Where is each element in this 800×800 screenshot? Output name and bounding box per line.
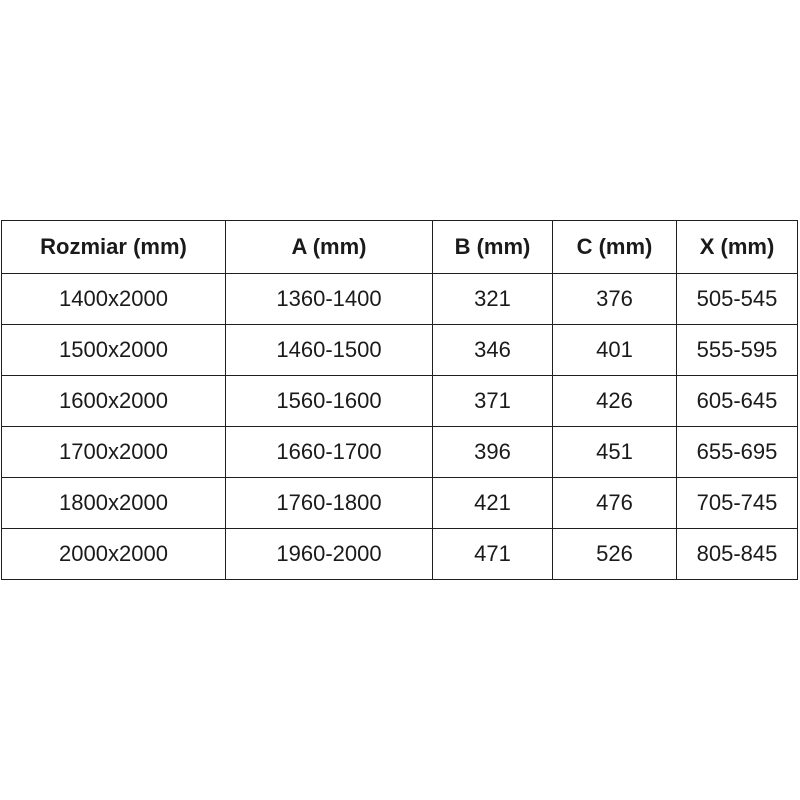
column-header-x: X (mm) [676, 220, 798, 274]
cell-b: 471 [432, 528, 553, 580]
cell-rozmiar: 2000x2000 [1, 528, 226, 580]
cell-a: 1960-2000 [225, 528, 433, 580]
cell-c: 426 [552, 375, 677, 427]
cell-x: 505-545 [676, 273, 798, 325]
column-header-rozmiar: Rozmiar (mm) [1, 220, 226, 274]
column-header-a: A (mm) [225, 220, 433, 274]
cell-x: 655-695 [676, 426, 798, 478]
cell-rozmiar: 1700x2000 [1, 426, 226, 478]
size-specification-table: Rozmiar (mm) A (mm) B (mm) C (mm) X (mm)… [1, 220, 798, 580]
header-row: Rozmiar (mm) A (mm) B (mm) C (mm) X (mm) [1, 220, 798, 274]
cell-c: 376 [552, 273, 677, 325]
cell-rozmiar: 1800x2000 [1, 477, 226, 529]
cell-a: 1460-1500 [225, 324, 433, 376]
table-row: 1500x2000 1460-1500 346 401 555-595 [1, 324, 798, 376]
cell-b: 346 [432, 324, 553, 376]
cell-c: 451 [552, 426, 677, 478]
table-row: 2000x2000 1960-2000 471 526 805-845 [1, 528, 798, 580]
cell-x: 705-745 [676, 477, 798, 529]
cell-c: 526 [552, 528, 677, 580]
cell-rozmiar: 1500x2000 [1, 324, 226, 376]
cell-b: 371 [432, 375, 553, 427]
cell-rozmiar: 1400x2000 [1, 273, 226, 325]
column-header-c: C (mm) [552, 220, 677, 274]
cell-a: 1360-1400 [225, 273, 433, 325]
cell-c: 401 [552, 324, 677, 376]
cell-c: 476 [552, 477, 677, 529]
cell-a: 1560-1600 [225, 375, 433, 427]
table-row: 1600x2000 1560-1600 371 426 605-645 [1, 375, 798, 427]
table-row: 1800x2000 1760-1800 421 476 705-745 [1, 477, 798, 529]
cell-a: 1660-1700 [225, 426, 433, 478]
table-row: 1400x2000 1360-1400 321 376 505-545 [1, 273, 798, 325]
cell-x: 805-845 [676, 528, 798, 580]
cell-b: 421 [432, 477, 553, 529]
cell-b: 396 [432, 426, 553, 478]
cell-x: 555-595 [676, 324, 798, 376]
cell-b: 321 [432, 273, 553, 325]
column-header-b: B (mm) [432, 220, 553, 274]
table-row: 1700x2000 1660-1700 396 451 655-695 [1, 426, 798, 478]
cell-a: 1760-1800 [225, 477, 433, 529]
cell-rozmiar: 1600x2000 [1, 375, 226, 427]
cell-x: 605-645 [676, 375, 798, 427]
